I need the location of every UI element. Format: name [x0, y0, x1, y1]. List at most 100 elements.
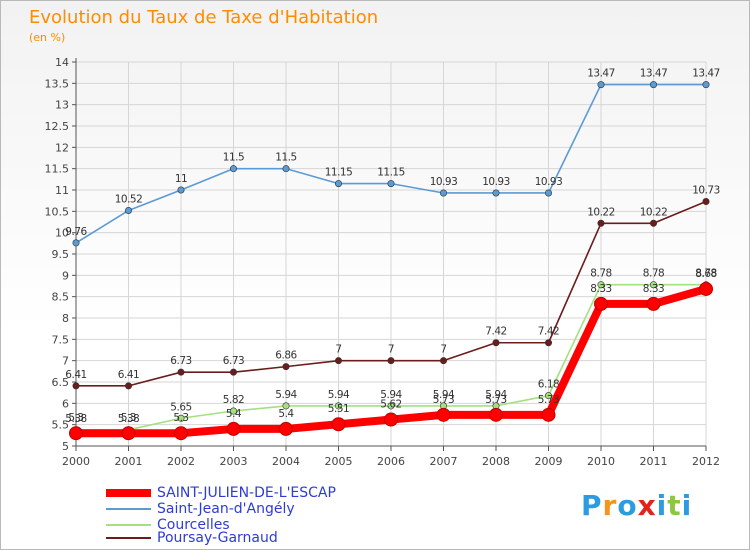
data-label: 11.15	[377, 167, 405, 179]
data-point	[702, 81, 710, 89]
data-label: 5.62	[380, 399, 401, 411]
data-point	[177, 414, 185, 422]
y-tick-label: 6.5	[52, 376, 70, 389]
y-tick-label: 10.5	[45, 205, 70, 218]
legend-label: Poursay-Garnaud	[157, 530, 278, 546]
data-label: 11.5	[275, 152, 296, 164]
data-label: 7.42	[538, 326, 559, 338]
data-label: 6.73	[170, 355, 191, 367]
y-tick-label: 9	[62, 269, 69, 282]
data-label: 11.15	[325, 167, 353, 179]
logo-letter: i	[681, 489, 693, 522]
legend-swatch	[106, 508, 151, 510]
data-point	[544, 339, 552, 347]
data-label: 6.41	[118, 369, 139, 381]
data-label: 10.93	[482, 176, 510, 188]
y-tick-label: 8.5	[52, 291, 70, 304]
data-label: 5.51	[328, 403, 349, 415]
data-label: 13.47	[640, 68, 668, 80]
y-tick-label: 7.5	[52, 333, 70, 346]
data-label: 8.33	[643, 283, 664, 295]
data-point	[230, 165, 238, 173]
x-tick-label: 2004	[272, 455, 300, 468]
data-label: 5.4	[226, 408, 242, 420]
legend-swatch	[106, 524, 151, 526]
data-point	[597, 281, 605, 289]
data-label: 10.22	[587, 206, 615, 218]
data-label: 6.41	[65, 369, 86, 381]
logo-letter: o	[617, 489, 638, 522]
y-tick-label: 12	[55, 141, 69, 154]
legend-item-poursay-garnaud: Poursay-Garnaud	[106, 530, 278, 546]
data-label: 5.65	[170, 401, 191, 413]
data-point	[282, 402, 290, 410]
data-label: 5.73	[433, 394, 454, 406]
x-tick-label: 2009	[535, 455, 563, 468]
data-point	[121, 426, 136, 441]
data-point	[125, 382, 133, 390]
data-point	[331, 417, 346, 432]
data-label: 7	[440, 344, 446, 356]
logo-letter: x	[637, 489, 657, 522]
data-point	[384, 412, 398, 427]
data-label: 7	[388, 344, 394, 356]
legend-label: Courcelles	[157, 517, 230, 533]
data-label: 5.82	[223, 394, 244, 406]
data-label: 8.78	[695, 268, 716, 280]
x-tick-label: 2005	[325, 455, 353, 468]
y-tick-label: 5	[62, 440, 69, 453]
data-label: 5.3	[173, 412, 188, 424]
y-tick-label: 11.5	[45, 163, 70, 176]
data-label: 5.3	[68, 412, 83, 424]
data-point	[544, 392, 552, 400]
data-label: 5.94	[328, 389, 350, 401]
y-tick-label: 7	[62, 355, 69, 368]
legend-item-saint-julien: SAINT-JULIEN-DE-L'ESCAP	[106, 485, 336, 501]
legend-label: Saint-Jean-d'Angély	[157, 501, 295, 517]
data-label: 10.93	[430, 176, 458, 188]
data-point	[226, 421, 241, 436]
data-point	[282, 363, 290, 371]
y-tick-label: 13.5	[45, 77, 70, 90]
data-label: 5.38	[118, 413, 139, 425]
data-point	[387, 357, 395, 365]
data-point	[649, 281, 657, 289]
chart-title: Evolution du Taux de Taxe d'Habitation	[29, 7, 379, 28]
data-point	[279, 421, 293, 436]
data-point	[699, 281, 713, 296]
x-tick-label: 2001	[115, 455, 143, 468]
data-point	[387, 402, 395, 410]
data-point	[489, 407, 503, 422]
y-tick-label: 10	[55, 227, 69, 240]
data-label: 8.68	[695, 268, 716, 280]
data-point	[436, 407, 451, 422]
x-tick-label: 2003	[220, 455, 248, 468]
data-point	[646, 296, 661, 311]
data-point	[649, 81, 657, 89]
data-point	[439, 357, 447, 365]
data-label: 5.94	[433, 389, 455, 401]
data-label: 10.73	[692, 185, 720, 197]
data-point	[334, 180, 342, 188]
data-label: 6.73	[223, 355, 244, 367]
data-point	[282, 165, 290, 173]
x-tick-label: 2002	[167, 455, 195, 468]
data-point	[541, 407, 556, 422]
y-tick-label: 12.5	[45, 120, 70, 133]
data-label: 11.5	[223, 152, 244, 164]
data-label: 9.76	[65, 226, 87, 238]
data-label: 10.93	[535, 176, 563, 188]
data-label: 5.4	[278, 408, 294, 420]
y-tick-label: 5.5	[52, 419, 70, 432]
data-point	[597, 219, 605, 227]
y-tick-label: 9.5	[52, 248, 70, 261]
data-point	[177, 368, 185, 376]
x-tick-label: 2008	[482, 455, 510, 468]
data-point	[72, 239, 80, 247]
data-label: 5.94	[380, 389, 402, 401]
logo-letter: i	[656, 489, 668, 522]
data-point	[125, 206, 133, 214]
x-tick-label: 2012	[692, 455, 720, 468]
